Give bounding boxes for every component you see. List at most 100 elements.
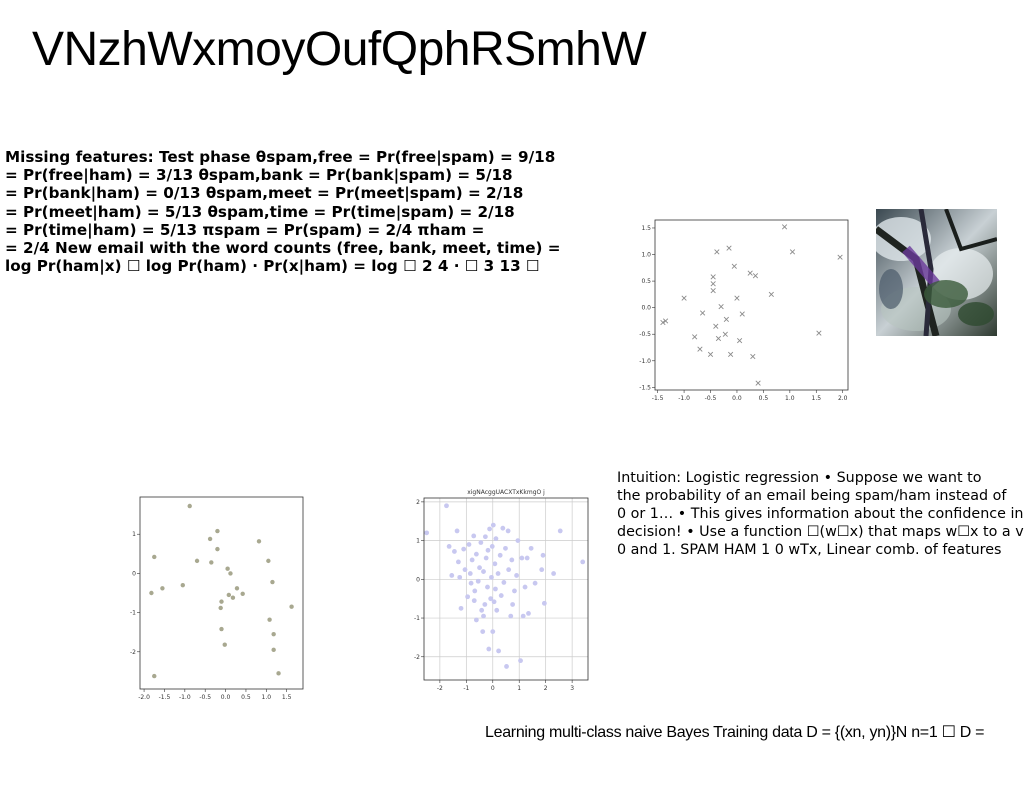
data-point — [256, 539, 262, 544]
y-tick-label: -1.0 — [639, 358, 651, 365]
data-point — [481, 569, 486, 574]
data-point — [734, 295, 740, 301]
data-point — [497, 552, 503, 558]
x-tick-label: -1.5 — [159, 694, 171, 700]
data-point — [747, 270, 753, 276]
text-line: decision! • Use a function ☐(w☐x) that m… — [617, 524, 1024, 540]
data-point — [781, 224, 788, 230]
data-point — [731, 263, 737, 269]
data-point — [723, 316, 730, 322]
data-point — [222, 642, 227, 647]
data-point — [446, 544, 452, 549]
data-point — [271, 631, 276, 637]
y-tick-label: -0.5 — [639, 331, 651, 338]
y-tick-label: 1 — [416, 538, 420, 545]
data-point — [692, 334, 698, 340]
text-line: 0 and 1. SPAM HAM 1 0 wTx, Linear comb. … — [617, 542, 1002, 558]
multiclass-bayes-text: Learning multi-class naive Bayes Trainin… — [485, 724, 985, 741]
data-point — [500, 525, 506, 531]
data-point — [489, 574, 494, 580]
data-point — [837, 254, 843, 260]
data-point — [506, 567, 512, 573]
data-point — [160, 586, 165, 591]
data-point — [580, 559, 586, 565]
data-point — [457, 574, 463, 580]
x-tick-label: 2 — [544, 685, 548, 692]
data-point — [522, 584, 528, 590]
data-point — [240, 591, 245, 596]
data-point — [768, 291, 774, 297]
data-point — [718, 303, 724, 310]
data-point — [276, 671, 281, 676]
y-tick-label: 0 — [416, 576, 420, 583]
data-point — [488, 596, 494, 602]
data-point — [540, 552, 546, 558]
data-point — [541, 600, 547, 606]
data-point — [218, 605, 223, 611]
data-point — [714, 249, 720, 255]
data-point — [789, 249, 796, 255]
x-tick-label: -2.0 — [138, 694, 150, 700]
data-point — [180, 582, 185, 588]
scatter-plot-svg: xigNAcggUACXTxKkmgO j -2 -1 0 1 2 3 2 1 0 -1 -2 — [414, 489, 589, 692]
x-tick-label: 0.0 — [732, 395, 742, 402]
data-point — [512, 588, 517, 594]
data-point — [494, 607, 500, 613]
y-tick-label: -1 — [130, 610, 136, 617]
data-point — [727, 351, 734, 358]
y-tick-label: -2 — [130, 649, 136, 656]
y-tick-label: -1.5 — [639, 384, 651, 391]
scatter-plot-x-markers: -1.5 -1.0 -0.5 0.0 0.5 1.0 1.5 2.0 1.5 1.0 0.5 0.0 -… — [628, 210, 858, 408]
slide-title: VNzhWxmoyOufQphRSmhW — [32, 23, 647, 76]
text-line: 0 or 1… • This gives information about t… — [617, 506, 1024, 522]
data-point — [481, 613, 486, 619]
data-point — [713, 323, 719, 329]
data-point — [267, 617, 272, 622]
data-point — [449, 573, 455, 578]
data-point — [225, 566, 230, 571]
data-point — [715, 335, 722, 342]
data-point — [219, 599, 224, 604]
data-point — [490, 522, 496, 528]
data-point — [493, 536, 499, 542]
data-point — [477, 565, 482, 571]
data-point — [752, 273, 759, 279]
y-tick-label: 1.5 — [641, 225, 651, 232]
data-point — [215, 528, 220, 534]
x-tick-label: 0 — [491, 685, 495, 692]
scatter-plot-olive-points: -2.0 -1.5 -1.0 -0.5 0.0 0.5 1.0 1.5 1 0 -1 -2 — [122, 488, 310, 700]
data-point — [520, 613, 526, 619]
text-line: = Pr(free|ham) = 3/13 θspam,bank = Pr(ba… — [5, 166, 513, 185]
x-tick-label: 0.5 — [241, 694, 251, 700]
scatter-plot-grid-blue-points: xigNAcggUACXTxKkmgO j -2 -1 0 1 2 3 2 1 0 -1 -2 — [404, 485, 596, 695]
data-point — [485, 547, 491, 553]
plot-frame — [654, 219, 849, 391]
data-point — [209, 560, 214, 565]
x-tick-label: 1.5 — [282, 694, 292, 700]
data-point — [228, 571, 233, 576]
data-point — [458, 605, 464, 611]
data-point — [271, 647, 276, 653]
data-point — [452, 549, 457, 554]
naive-bayes-text-block: Missing features: Test phase θspam,free … — [5, 148, 605, 275]
scatter-plot-svg: -1.5 -1.0 -0.5 0.0 0.5 1.0 1.5 2.0 1.5 1.0 0.5 0.0 -… — [639, 219, 849, 402]
data-point — [472, 588, 478, 594]
data-point — [707, 351, 714, 358]
data-point — [471, 598, 477, 604]
data-point — [508, 613, 514, 619]
y-tick-label: 0 — [132, 570, 136, 577]
data-point — [526, 610, 531, 616]
data-point — [454, 528, 460, 534]
data-point — [524, 555, 530, 561]
y-tick-label: -1 — [414, 615, 420, 622]
data-point — [491, 599, 497, 605]
data-point — [486, 646, 492, 652]
data-point — [187, 503, 192, 509]
text-line: = 2/4 New email with the word counts (fr… — [5, 239, 561, 258]
data-point — [699, 310, 706, 316]
data-point — [215, 546, 220, 552]
data-point — [467, 571, 473, 576]
x-tick-label: -1.0 — [179, 694, 191, 700]
data-point — [270, 579, 275, 585]
data-point — [485, 584, 490, 590]
